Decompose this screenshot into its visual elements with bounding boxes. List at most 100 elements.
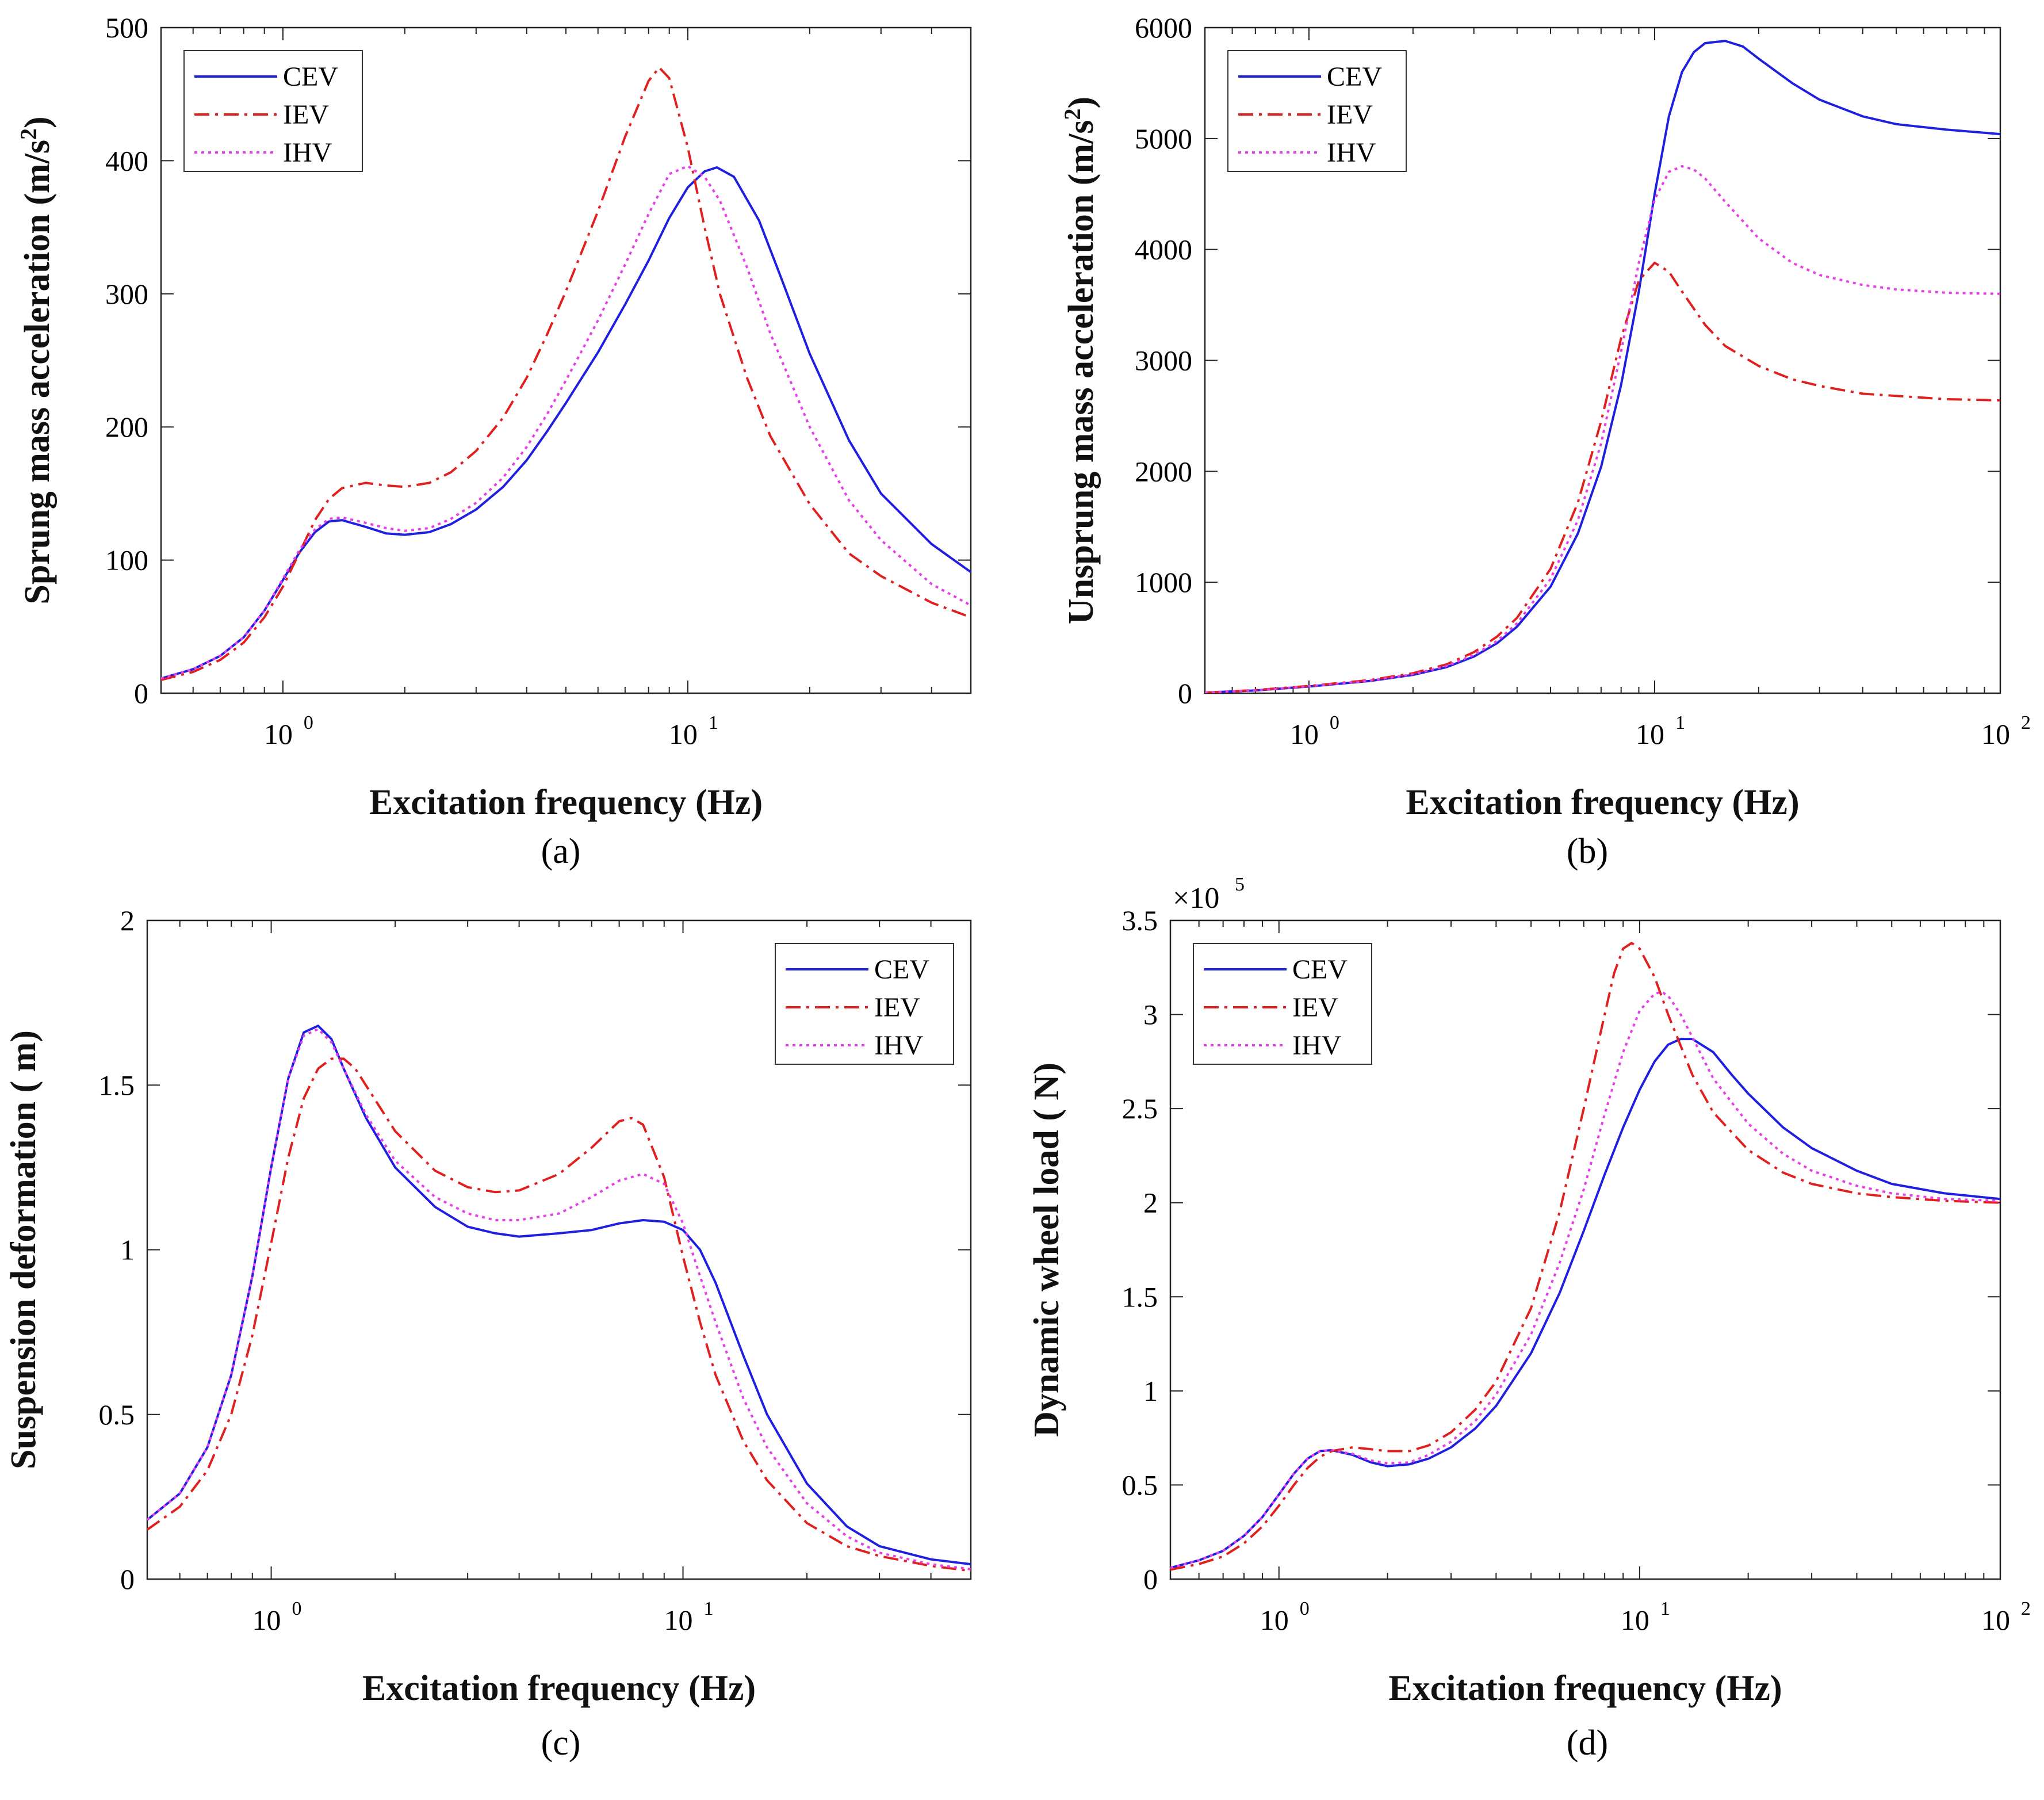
legend-label: IHV [1327,137,1376,168]
y-axis-label: Dynamic wheel load ( N) [1027,1063,1066,1437]
y-axis-label-main: Suspension deformation ( m) [4,1030,43,1469]
x-tick-label: 10 1 [1636,712,1685,750]
x-axis-label: Excitation frequency (Hz) [1406,783,1799,822]
y-tick-label: 0 [1143,1563,1158,1595]
x-tick-base: 10 [1636,718,1664,750]
x-tick-label: 10 0 [1290,712,1339,750]
y-axis-label: Suspension deformation ( m) [4,1030,43,1469]
y-tick-label: 200 [105,411,148,443]
y-tick-label: 2 [120,904,135,937]
y-tick-label: 1 [120,1234,135,1266]
y-tick-label: 500 [105,12,148,44]
panel-caption: (b) [1567,832,1608,871]
legend-label: IHV [874,1030,924,1061]
y-tick-label: 100 [105,544,148,576]
x-tick-base: 10 [1981,718,2010,750]
x-tick-base: 10 [1621,1604,1649,1636]
legend-label: IHV [1292,1030,1342,1061]
y-tick-label: 0.5 [99,1398,135,1431]
legend-label: IEV [283,100,329,130]
y-multiplier-exponent: 5 [1235,874,1245,895]
y-tick-label: 400 [105,144,148,177]
y-axis-label: Unsprung mass acceleration (m/s2) [1059,97,1101,624]
legend-label: IEV [1327,100,1373,130]
x-tick-exponent: 0 [1330,712,1339,733]
y-axis-label-sup: 2 [16,128,41,140]
x-tick-base: 10 [264,718,293,750]
x-tick-label: 10 2 [1981,1598,2031,1636]
x-tick-base: 10 [1981,1604,2010,1636]
y-tick-label: 2.5 [1122,1092,1158,1125]
x-tick-exponent: 2 [2021,1598,2031,1619]
legend-label: CEV [1292,954,1348,985]
y-axis-label: Sprung mass acceleration (m/s2) [16,116,58,604]
series-line-ihv [161,165,971,680]
x-tick-exponent: 0 [292,1598,302,1619]
legend-label: CEV [1327,62,1382,92]
y-axis-label-sup: 2 [1059,109,1085,120]
x-tick-label: 10 0 [264,712,313,750]
x-tick-exponent: 1 [1660,1598,1670,1619]
y-axis-label-tail: ) [1062,97,1101,109]
y-tick-label: 0 [1178,677,1192,709]
x-tick-base: 10 [1260,1604,1289,1636]
y-axis-label-main: Sprung mass acceleration (m/s [18,140,57,605]
y-tick-label: 4000 [1135,234,1192,266]
x-tick-base: 10 [669,718,698,750]
x-tick-label: 10 0 [1260,1598,1310,1636]
x-tick-label: 10 1 [1621,1598,1670,1636]
y-tick-label: 1.5 [99,1069,135,1101]
legend: CEV IEV IHV [775,943,954,1065]
series-line-cev [147,1025,971,1566]
legend-label: CEV [283,62,338,92]
series-line-ihv [1205,165,2000,693]
panel-caption: (d) [1567,1723,1608,1763]
legend: CEV IEV IHV [1193,943,1372,1065]
y-tick-label: 0 [134,677,148,709]
series-line-iev [147,1057,971,1572]
y-tick-label: 300 [105,278,148,310]
y-tick-label: 1 [1143,1375,1158,1407]
series-line-iev [1170,942,2000,1571]
legend-label: IHV [283,137,332,168]
y-tick-label: 2000 [1135,455,1192,487]
x-tick-exponent: 1 [709,712,718,733]
legend-label: IEV [874,992,920,1023]
y-tick-label: 0.5 [1122,1469,1158,1501]
y-tick-label: 3 [1143,999,1158,1031]
y-tick-label: 6000 [1135,12,1192,44]
x-tick-exponent: 2 [2021,712,2031,733]
y-tick-label: 5000 [1135,123,1192,155]
y-multiplier-base: ×10 [1173,882,1219,915]
y-multiplier: ×10 5 [1173,874,1245,915]
y-tick-label: 1000 [1135,566,1192,598]
y-tick-label: 1.5 [1122,1281,1158,1313]
chart-panel-3: 10 0 10 1 10 2 0 0.5 1 1.5 2 2.5 3 3.5 ×10 5 CEV IEV IHV Ex… [1027,874,2031,1763]
x-axis-label: Excitation frequency (Hz) [369,783,763,822]
chart-panel-0: 10 0 10 10100200300400500CEVIEVIHVExcitatio… [16,12,972,871]
series-line-cev [1205,40,2000,693]
legend-label: CEV [874,954,929,985]
x-tick-label: 10 1 [669,712,718,750]
series-line-ihv [1170,991,2000,1569]
x-tick-exponent: 0 [1300,1598,1310,1619]
chart-panel-1: 10 0 10 1 10 2 0 1000 2000 3000 4000 5000 6000 CEV IEV… [1059,12,2031,871]
x-tick-label: 10 1 [664,1598,714,1636]
x-tick-exponent: 0 [304,712,313,733]
x-axis-label: Excitation frequency (Hz) [1388,1669,1782,1708]
y-axis-label-main: Dynamic wheel load ( N) [1027,1063,1066,1437]
legend: CEV IEV IHV [1227,50,1407,172]
x-tick-label: 10 2 [1981,712,2031,750]
y-tick-label: 3000 [1135,345,1192,377]
y-tick-label: 0 [120,1563,135,1595]
legend: CEV IEV IHV [183,50,363,172]
y-tick-label: 2 [1143,1187,1158,1219]
y-axis-label-main: Unsprung mass acceleration (m/s [1062,120,1101,625]
x-tick-exponent: 1 [704,1598,714,1619]
y-axis-label-tail: ) [18,116,57,128]
x-axis-label: Excitation frequency (Hz) [362,1669,756,1708]
x-tick-base: 10 [1290,718,1319,750]
panel-caption: (c) [541,1723,581,1763]
